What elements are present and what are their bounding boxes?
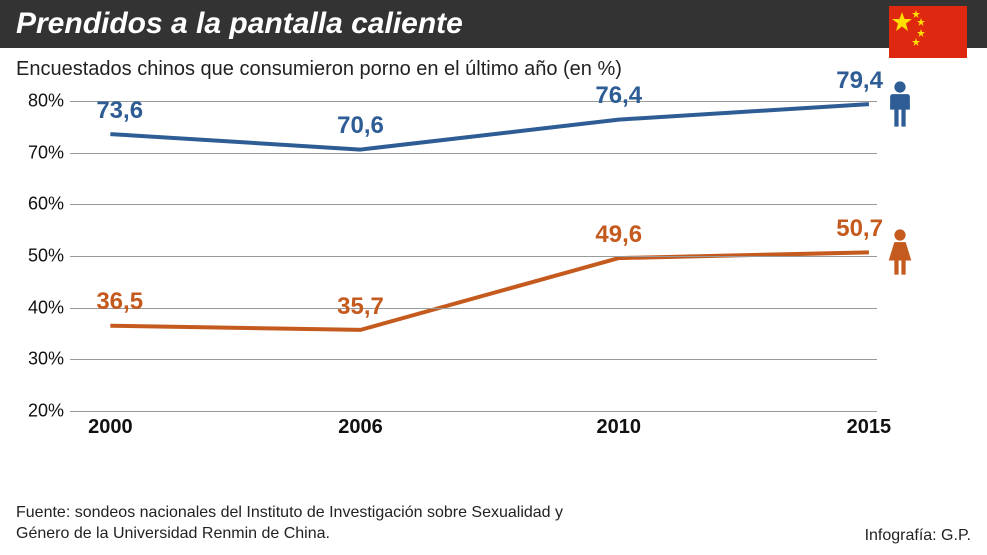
value-label-female: 50,7	[836, 215, 883, 243]
credit-text: Infografía: G.P.	[865, 527, 971, 545]
y-axis-label: 30%	[20, 349, 64, 370]
grid-line	[70, 101, 877, 102]
chart: 20%30%40%50%60%70%80%200020062010201573,…	[70, 101, 947, 441]
grid-line	[70, 153, 877, 154]
y-axis-label: 40%	[20, 297, 64, 318]
value-label-male: 79,4	[836, 67, 883, 95]
y-axis-label: 50%	[20, 246, 64, 267]
female-icon	[883, 228, 917, 276]
source-text: Fuente: sondeos nacionales del Instituto…	[16, 502, 616, 545]
china-flag-icon	[889, 6, 967, 58]
value-label-male: 76,4	[595, 82, 642, 110]
y-axis-label: 70%	[20, 142, 64, 163]
series-line-female	[110, 252, 869, 330]
value-label-female: 49,6	[595, 221, 642, 249]
y-axis-label: 60%	[20, 194, 64, 215]
value-label-male: 70,6	[337, 112, 384, 140]
footer: Fuente: sondeos nacionales del Instituto…	[16, 502, 971, 545]
header-bar: Prendidos a la pantalla caliente	[0, 0, 987, 48]
x-axis-label: 2006	[338, 416, 383, 439]
value-label-female: 35,7	[337, 293, 384, 321]
x-axis-label: 2015	[847, 416, 892, 439]
y-axis-label: 80%	[20, 91, 64, 112]
y-axis-label: 20%	[20, 401, 64, 422]
series-line-male	[110, 104, 869, 149]
infographic-container: Prendidos a la pantalla caliente Encuest…	[0, 0, 987, 555]
x-axis-label: 2000	[88, 416, 133, 439]
grid-line	[70, 256, 877, 257]
grid-line	[70, 411, 877, 412]
grid-line	[70, 308, 877, 309]
grid-line	[70, 359, 877, 360]
x-axis-label: 2010	[597, 416, 642, 439]
chart-plot-area: 20%30%40%50%60%70%80%200020062010201573,…	[70, 101, 877, 411]
value-label-female: 36,5	[96, 288, 143, 316]
male-icon	[883, 80, 917, 128]
grid-line	[70, 204, 877, 205]
header-title: Prendidos a la pantalla caliente	[16, 7, 463, 41]
value-label-male: 73,6	[96, 97, 143, 125]
